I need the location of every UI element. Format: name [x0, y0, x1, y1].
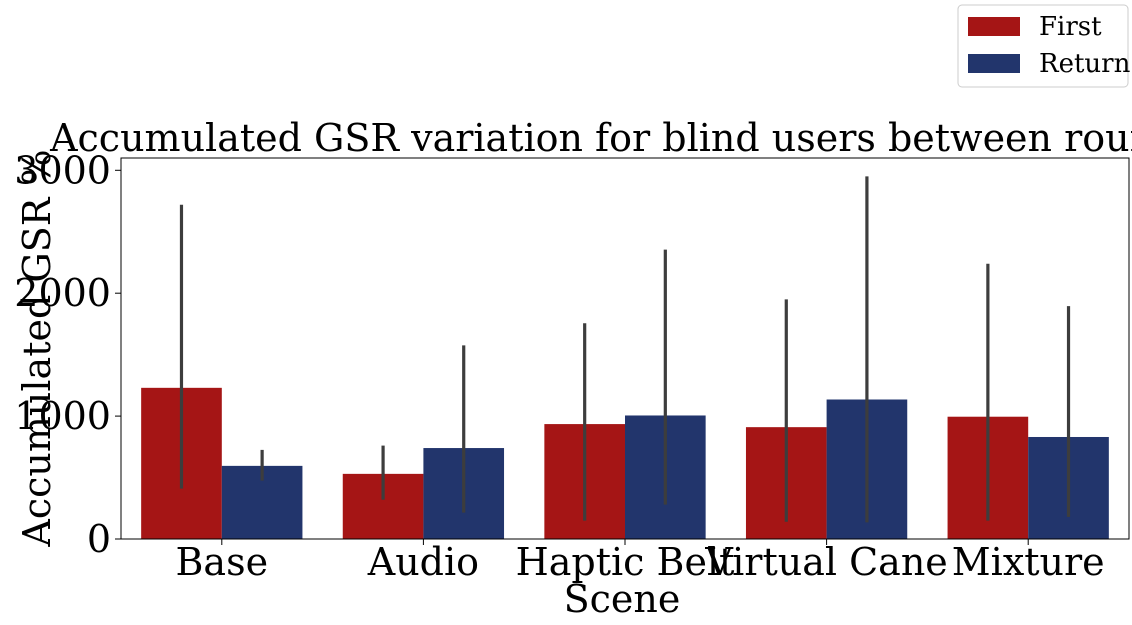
y-tick-label: 1000: [14, 394, 111, 438]
bars-layer: [141, 387, 1109, 539]
legend-swatch-return: [968, 54, 1020, 73]
legend-swatch-first: [968, 17, 1020, 36]
errorbars-layer: [179, 176, 1071, 523]
legend-label-first: First: [1039, 12, 1102, 42]
legend: First Return: [957, 4, 1131, 88]
y-axis-label: Accumulated GSR %: [15, 149, 59, 547]
y-tick-label: 2000: [14, 271, 111, 315]
y-tick-label: 0: [87, 517, 111, 561]
x-tick-label: Mixture: [952, 540, 1105, 584]
x-tick-label: Virtual Cane: [704, 540, 947, 584]
legend-label-return: Return: [1039, 49, 1131, 79]
y-tick-label: 3000: [14, 148, 111, 192]
x-tick-label: Haptic Belt: [516, 540, 735, 584]
x-axis-label: Scene: [564, 577, 681, 621]
y-axis: 0 1000 2000 3000: [14, 148, 121, 561]
x-tick-label: Base: [176, 540, 269, 584]
chart-title: Accumulated GSR variation for blind user…: [49, 116, 1132, 160]
x-tick-label: Audio: [367, 540, 479, 584]
